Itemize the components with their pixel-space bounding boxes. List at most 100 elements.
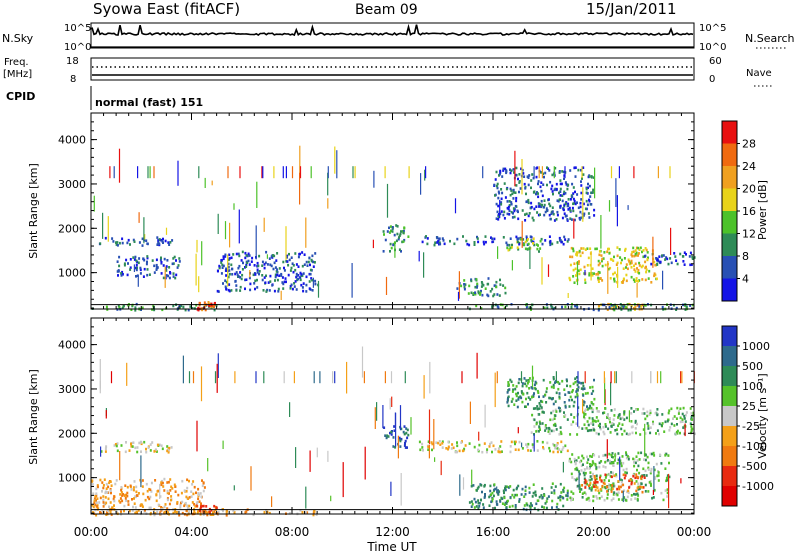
power-cell <box>475 304 478 308</box>
velocity-cell <box>156 510 159 514</box>
power-streak-top <box>109 166 111 179</box>
power-streak-top <box>581 166 583 179</box>
power-cell <box>511 216 514 219</box>
velocity-cell <box>491 450 493 454</box>
velocity-streak-top <box>404 371 406 384</box>
velocity-cell <box>555 391 558 395</box>
velocity-cell <box>402 430 405 434</box>
power-cell <box>632 250 635 253</box>
power-cell <box>517 248 520 251</box>
velocity-cell <box>568 459 571 463</box>
velocity-colorbar-segment <box>722 386 737 406</box>
power-cell <box>553 188 556 192</box>
power-cell <box>481 282 484 286</box>
velocity-cell <box>538 495 541 499</box>
power-cell <box>245 254 248 257</box>
velocity-cell <box>165 509 168 512</box>
velocity-cell <box>548 432 551 435</box>
power-colorbar-segment <box>722 188 737 211</box>
power-cell <box>515 199 518 203</box>
power-cell <box>217 269 219 273</box>
power-cell <box>582 166 585 169</box>
power-cell <box>161 308 164 312</box>
velocity-streak-top <box>293 371 295 384</box>
velocity-cell <box>617 485 620 489</box>
velocity-cell <box>170 498 172 502</box>
velocity-cell <box>586 391 589 395</box>
velocity-cell <box>597 419 600 423</box>
velocity-cell <box>531 443 534 446</box>
power-cell <box>284 277 287 280</box>
power-cell <box>563 203 566 207</box>
power-streak <box>529 246 531 269</box>
power-cell <box>539 239 542 243</box>
velocity-cell <box>489 489 492 493</box>
power-streak <box>233 203 235 210</box>
power-cell <box>300 274 303 278</box>
velocity-cell <box>490 500 493 504</box>
velocity-cell <box>593 476 596 480</box>
power-cell <box>540 199 543 203</box>
velocity-cell <box>577 484 579 488</box>
power-streak-top <box>633 166 635 179</box>
power-cell <box>191 307 194 310</box>
velocity-cell <box>612 461 615 464</box>
velocity-cell <box>407 433 410 437</box>
power-cell <box>118 241 121 245</box>
velocity-cell <box>560 440 563 444</box>
velocity-cell <box>483 496 486 499</box>
power-cell <box>129 243 131 246</box>
power-cell <box>503 182 506 185</box>
velocity-cell <box>593 397 596 401</box>
velocity-streak <box>562 461 564 473</box>
velocity-cell <box>554 414 557 417</box>
velocity-cell <box>130 442 132 446</box>
velocity-cell <box>515 399 518 402</box>
velocity-cell <box>552 377 555 381</box>
power-cell <box>559 182 562 186</box>
velocity-cell <box>447 440 450 444</box>
velocity-cell <box>595 407 598 410</box>
velocity-cell <box>620 427 623 431</box>
velocity-cell <box>542 395 545 398</box>
power-cell <box>630 275 633 279</box>
velocity-cell <box>138 441 141 445</box>
velocity-cell <box>564 404 567 408</box>
velocity-cell <box>568 405 571 408</box>
velocity-cell <box>505 502 508 505</box>
power-cell <box>577 206 580 210</box>
power-cell <box>500 197 503 201</box>
velocity-cell <box>634 421 637 424</box>
power-cell <box>386 230 389 233</box>
velocity-streak <box>397 435 399 459</box>
power-cell <box>299 278 302 282</box>
power-cell <box>133 258 136 261</box>
velocity-cell <box>645 474 648 477</box>
velocity-cell <box>675 430 678 434</box>
power-cell <box>494 178 497 181</box>
velocity-cell <box>657 474 660 477</box>
power-cell <box>208 302 211 306</box>
power-cell <box>160 238 163 242</box>
velocity-cell <box>109 501 112 504</box>
velocity-cell <box>559 498 562 502</box>
power-cell <box>297 277 300 281</box>
power-streak-top <box>538 166 540 179</box>
power-cell <box>532 242 534 245</box>
power-cell <box>543 203 546 207</box>
velocity-cell <box>473 506 476 509</box>
velocity-cell <box>649 409 652 413</box>
power-cell <box>684 308 687 311</box>
power-cell <box>314 252 317 255</box>
power-streak-top <box>533 166 535 179</box>
power-streak <box>327 172 329 196</box>
power-cell <box>468 284 471 288</box>
velocity-cell <box>506 401 509 404</box>
power-streak-top <box>291 166 294 179</box>
power-cell <box>234 279 237 283</box>
power-cell <box>567 208 570 211</box>
velocity-heatmap-cells <box>91 346 696 517</box>
power-cell <box>637 246 640 250</box>
velocity-cell <box>566 379 568 383</box>
velocity-cell <box>562 488 565 492</box>
